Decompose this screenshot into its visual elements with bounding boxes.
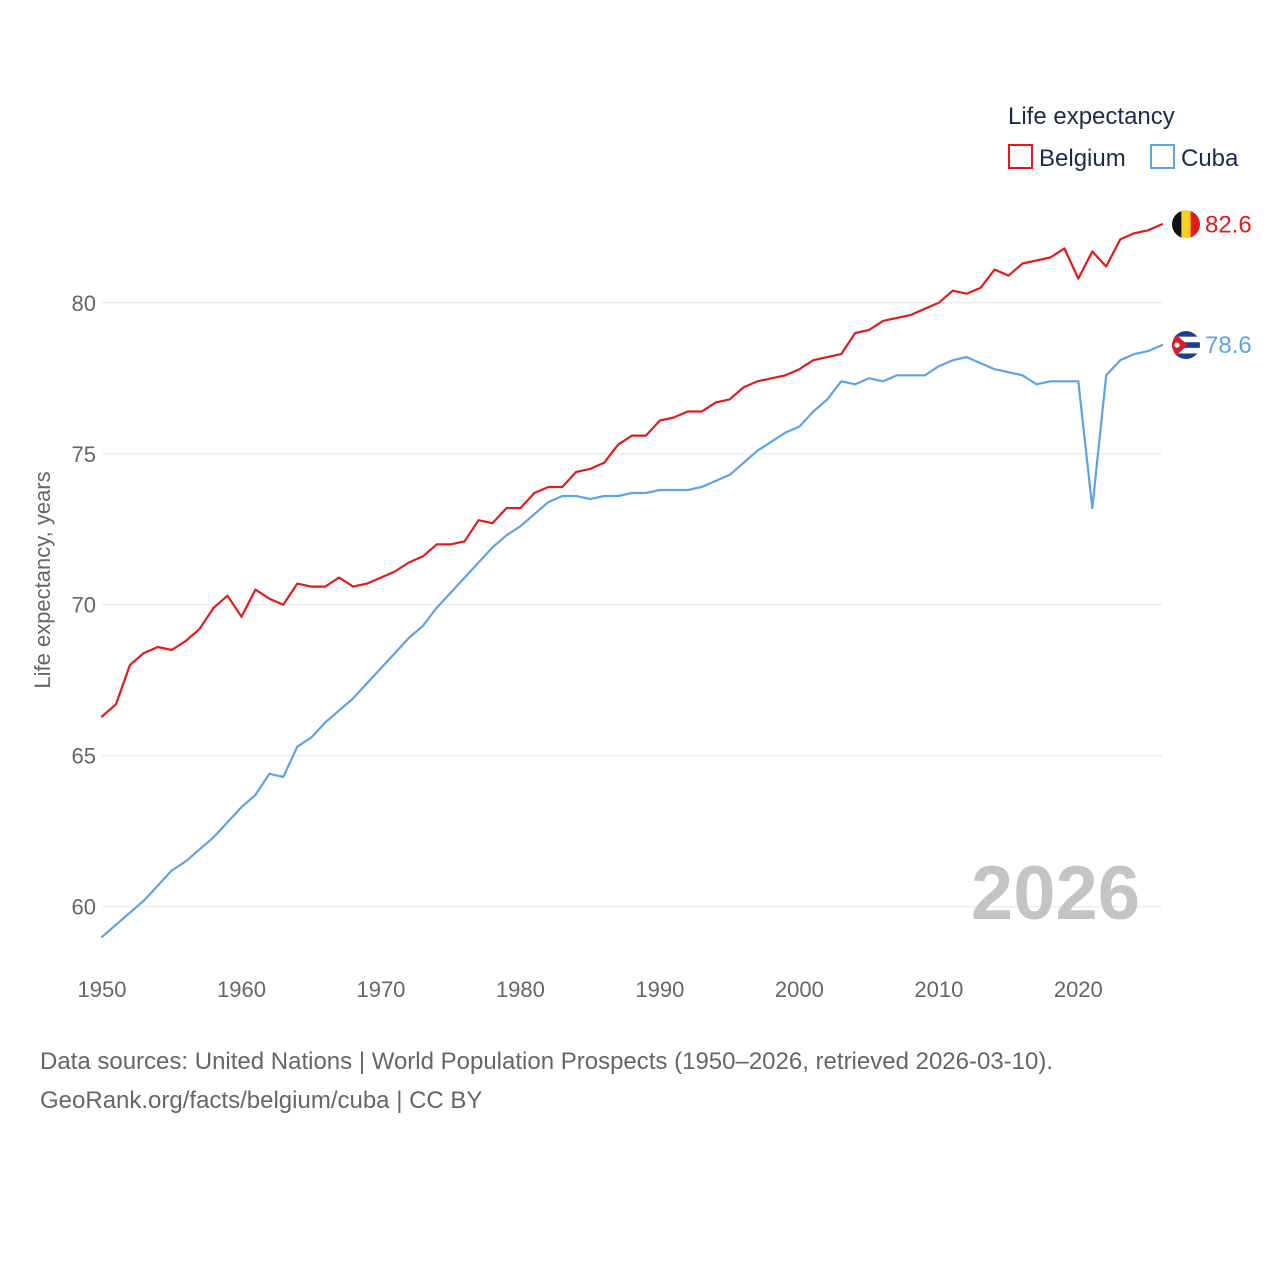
end-value-cuba: 78.6 — [1205, 332, 1252, 359]
x-tick-label: 2000 — [775, 977, 824, 1002]
belgium-flag-icon — [1172, 210, 1200, 239]
y-tick-label: 65 — [72, 744, 96, 769]
y-tick-label: 75 — [72, 442, 96, 467]
end-value-belgium: 82.6 — [1205, 211, 1252, 238]
life-expectancy-chart: 60 65 70 75 80 1950 1960 1970 1980 1990 2000 2010 2… — [30, 103, 1252, 1002]
y-axis-ticks: 60 65 70 75 80 — [72, 291, 96, 920]
x-tick-label: 1970 — [356, 977, 405, 1002]
source-note: Data sources: United Nations | World Pop… — [40, 1042, 1240, 1120]
x-tick-label: 2020 — [1054, 977, 1103, 1002]
attribution-line[interactable]: GeoRank.org/facts/belgium/cuba | CC BY — [40, 1087, 483, 1114]
series-line-cuba[interactable] — [100, 344, 1164, 939]
x-tick-label: 1980 — [496, 977, 545, 1002]
x-tick-label: 1950 — [78, 977, 127, 1002]
legend-item-belgium[interactable]: Belgium — [1008, 144, 1126, 172]
legend-title: Life expectancy — [1008, 103, 1175, 130]
legend: Life expectancy Belgium Cuba — [1008, 103, 1239, 172]
x-axis-ticks: 1950 1960 1970 1980 1990 2000 2010 2020 — [78, 977, 1103, 1002]
legend-swatch-belgium — [1008, 144, 1033, 169]
grid-lines — [102, 302, 1162, 908]
series-lines — [100, 223, 1164, 939]
y-tick-label: 60 — [72, 895, 96, 920]
x-tick-label: 1960 — [217, 977, 266, 1002]
series-end-markers: 82.6 78.6 — [1172, 210, 1252, 360]
cuba-flag-icon — [1172, 331, 1200, 360]
source-line: Data sources: United Nations | World Pop… — [40, 1048, 1054, 1075]
x-tick-label: 2010 — [914, 977, 963, 1002]
legend-swatch-cuba — [1150, 144, 1175, 169]
legend-label-cuba: Cuba — [1181, 145, 1239, 172]
series-line-belgium[interactable] — [100, 223, 1164, 718]
y-tick-label: 80 — [72, 291, 96, 316]
year-watermark: 2026 — [971, 851, 1140, 936]
x-tick-label: 1990 — [635, 977, 684, 1002]
legend-item-cuba[interactable]: Cuba — [1150, 144, 1239, 172]
legend-label-belgium: Belgium — [1039, 145, 1126, 172]
y-axis-label: Life expectancy, years — [30, 471, 55, 688]
y-tick-label: 70 — [72, 593, 96, 618]
